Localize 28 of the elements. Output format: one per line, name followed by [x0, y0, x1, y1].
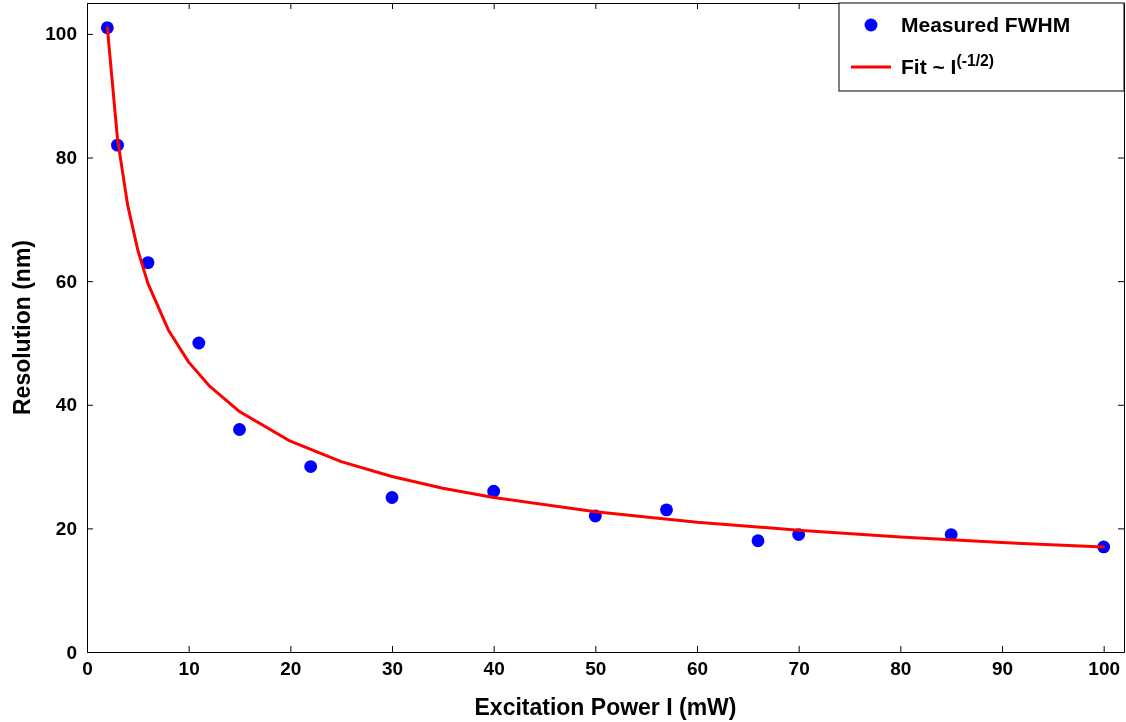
legend-label: Fit ~ I$^{(-1/2)}$: [901, 51, 995, 78]
y-tick-label: 80: [55, 147, 77, 169]
x-tick-label: 40: [483, 658, 505, 680]
x-tick-label: 50: [585, 658, 607, 680]
x-tick-label: 20: [280, 658, 302, 680]
y-tick-label: 0: [66, 641, 77, 663]
point: [660, 503, 673, 517]
point: [192, 336, 206, 350]
y-tick-label: 100: [45, 23, 77, 45]
legend-label: Measured FWHM: [901, 13, 1071, 36]
x-tick-label: 30: [381, 658, 404, 680]
x-tick-label: 80: [890, 658, 912, 680]
x-tick-label: 70: [788, 658, 810, 680]
y-tick-label: 20: [55, 517, 77, 539]
x-tick-label: 100: [1088, 658, 1121, 680]
x-tick-label: 10: [178, 658, 200, 680]
x-tick-label: 60: [686, 658, 709, 680]
point: [141, 256, 155, 270]
point: [385, 491, 399, 504]
point: [304, 460, 318, 473]
y-axis-title: Resolution (nm): [9, 239, 35, 416]
x-tick-label: 0: [82, 658, 93, 680]
point: [233, 423, 246, 436]
x-tick-label: 90: [991, 658, 1014, 680]
y-tick-label: 40: [55, 394, 77, 416]
y-tick-label: 60: [55, 270, 77, 292]
x-axis-title: Excitation Power I (mW): [474, 694, 737, 720]
point: [751, 534, 765, 548]
